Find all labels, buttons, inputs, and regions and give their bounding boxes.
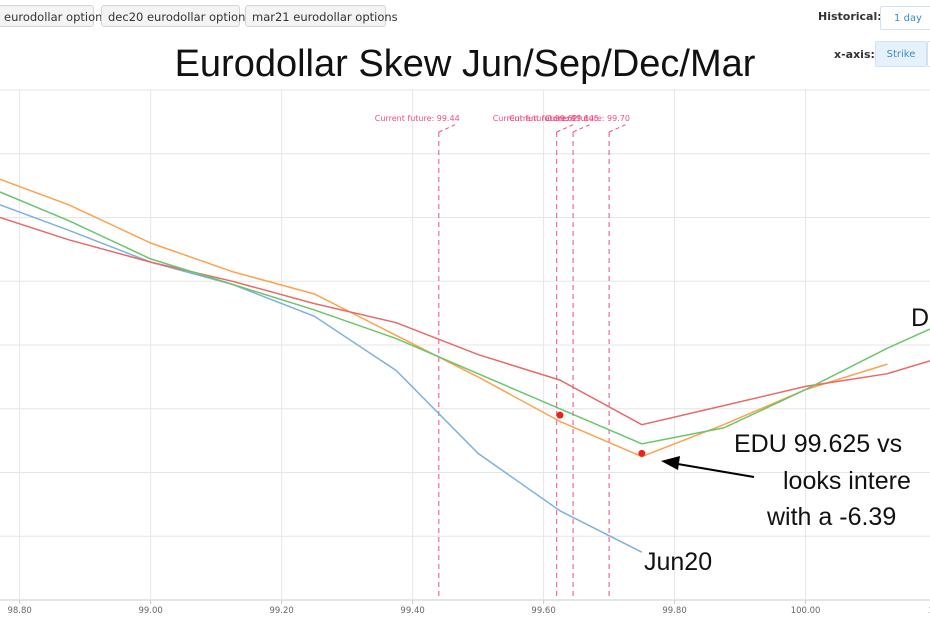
tab-dec20-eurodollar-options[interactable]: dec20 eurodollar options	[101, 5, 251, 27]
highlight-point	[556, 411, 564, 419]
x-axis-ticks: 98.80 99.00 99.20 99.40 99.60 99.80 100.00 100	[7, 600, 930, 616]
x-tick-label: 98.80	[7, 606, 31, 616]
x-tick-label: 99.00	[138, 606, 162, 616]
current-future-label: Current future: 99.70	[545, 114, 630, 123]
point-markers	[556, 411, 646, 457]
xaxis-label: x-axis:	[834, 48, 875, 61]
chart-title: Eurodollar Skew Jun/Sep/Dec/Mar	[175, 43, 756, 85]
series-line-mar21	[0, 191, 930, 445]
right-edge-label: D	[911, 304, 929, 332]
current-future-label: Current future: 99.44	[375, 114, 460, 123]
xaxis-strike-button[interactable]: Strike	[875, 41, 927, 67]
x-tick-label: 99.60	[531, 606, 555, 616]
x-tick-label: 100.00	[791, 606, 821, 616]
tab-eurodollar-options[interactable]: eurodollar options	[0, 5, 108, 27]
x-tick-label: 99.40	[400, 606, 424, 616]
series-line-jun20	[0, 204, 643, 553]
current-future-label: Current future: 99.62	[493, 114, 578, 123]
current-future-leader	[556, 123, 575, 133]
historical-select[interactable]: 1 day	[880, 6, 930, 30]
callout-line-3: with a -6.39	[766, 503, 896, 531]
x-tick-label: 99.20	[269, 606, 293, 616]
series-line-dec20	[0, 216, 930, 426]
callout-arrow	[665, 461, 755, 478]
current-future-leader	[438, 123, 458, 133]
x-tick-label: 100	[928, 606, 930, 616]
current-future-leader	[608, 123, 628, 133]
current-future-label: Current future: 99.645	[509, 114, 599, 123]
xaxis-next-button[interactable]	[927, 41, 930, 67]
callout-line-1: EDU 99.625 vs	[734, 430, 902, 458]
current-future-leader	[572, 123, 592, 133]
current-future-lines: Current future: 99.44 Current future: 99.…	[375, 114, 630, 600]
callout-line-2: looks intere	[783, 467, 911, 495]
historical-label: Historical:	[818, 10, 882, 23]
x-tick-label: 99.80	[662, 606, 686, 616]
highlight-point	[638, 449, 646, 457]
callout-arrowhead	[661, 456, 680, 470]
series-line-sep20	[0, 178, 888, 458]
jun20-label: Jun20	[644, 548, 712, 576]
series-lines	[0, 178, 930, 553]
chart-grid	[0, 89, 930, 601]
tab-mar21-eurodollar-options[interactable]: mar21 eurodollar options	[245, 5, 398, 27]
